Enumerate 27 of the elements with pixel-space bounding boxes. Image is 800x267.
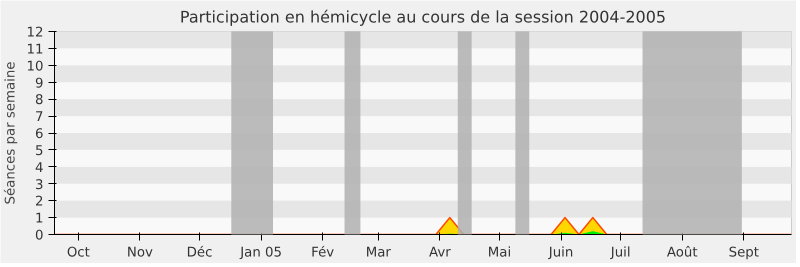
x-tick-label: Fév	[311, 246, 334, 260]
x-tick-label: Juin	[548, 246, 574, 260]
chart-title: Participation en hémicycle au cours de la session 2004-2005	[180, 8, 666, 26]
x-tick-label: Oct	[66, 246, 90, 260]
y-tick-label: 5	[35, 144, 44, 159]
x-tick-label: Juil	[610, 246, 631, 260]
y-tick-label: 3	[35, 178, 44, 193]
y-tick-label: 12	[26, 26, 44, 40]
y-tick-label: 9	[35, 76, 44, 92]
x-tick-label: Août	[666, 246, 698, 260]
y-tick-label: 7	[35, 110, 44, 126]
x-tick-label: Déc	[186, 246, 212, 260]
x-tick-label: Avr	[429, 246, 452, 260]
x-tick-label: Mar	[366, 246, 392, 260]
y-tick-label: 11	[26, 42, 44, 58]
y-tick-label: 2	[35, 194, 44, 210]
y-tick-label: 1	[35, 212, 44, 227]
y-tick-label: 0	[35, 228, 44, 244]
x-tick-label: Mai	[488, 246, 512, 260]
y-tick-label: 8	[35, 93, 44, 108]
y-axis-title: Séances par semaine	[4, 62, 19, 204]
y-tick-label: 4	[35, 160, 44, 176]
y-tick-label: 6	[35, 127, 44, 142]
x-tick-label: Nov	[126, 246, 154, 260]
x-tick-label: Jan 05	[239, 246, 282, 260]
y-tick-label: 10	[26, 59, 44, 74]
x-tick-label: Sept	[728, 246, 760, 260]
